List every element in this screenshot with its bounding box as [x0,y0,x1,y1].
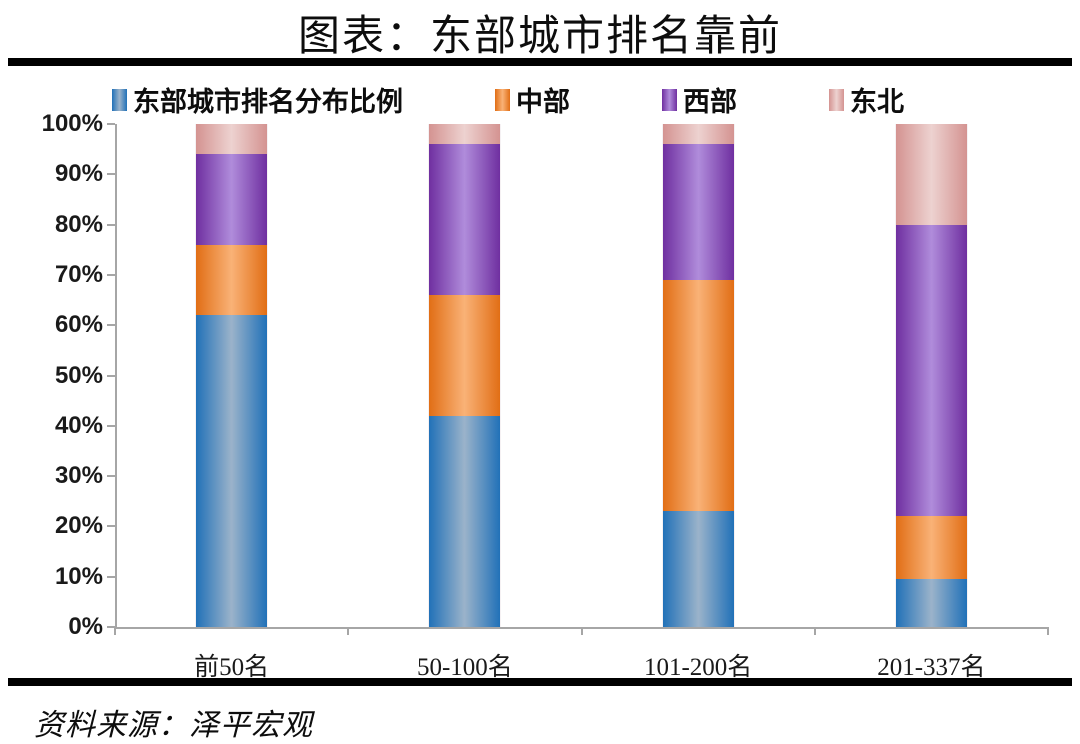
x-tick [114,627,116,635]
y-tick-label: 100% [41,110,103,137]
x-tick-label: 101-200名 [643,654,753,681]
y-tick [107,273,115,276]
y-tick-label: 30% [54,462,103,490]
legend-label-west: 西部 [683,87,737,117]
x-tick-label: 201-337名 [877,654,986,681]
x-tick [580,627,583,635]
bar-segment-northeast [428,124,502,145]
bar-column-2 [661,124,735,627]
legend-swatch-northeast [829,88,844,111]
source-note: 资料来源：泽平宏观 [34,709,313,742]
bar-column-1 [428,124,502,627]
legend-swatch-east [112,88,127,111]
y-tick-label: 60% [54,311,103,339]
legend-label-east: 东部城市排名分布比例 [133,87,403,117]
y-tick [107,223,115,226]
bottom-divider [8,678,1072,686]
y-tick-label: 0% [68,613,103,640]
legend-item-central: 中部 [495,80,570,119]
bar-segment-east [894,579,968,627]
bar-column-0 [195,124,269,627]
x-tick-label: 前50名 [194,654,270,681]
legend-item-east: 东部城市排名分布比例 [112,80,403,119]
y-axis [115,124,117,629]
y-tick [107,374,115,377]
legend-label-northeast: 东北 [850,87,904,117]
y-tick [107,173,115,176]
legend-item-northeast: 东北 [829,80,904,119]
bar-segment-northeast [661,124,735,145]
bar-segment-central [428,295,502,416]
chart-title: 图表：东部城市排名靠前 [297,14,782,60]
bar-segment-northeast [894,124,968,225]
x-tick-label: 50-100名 [416,654,513,681]
bar-column-3 [894,124,968,627]
y-tick [107,324,115,327]
x-tick [813,627,816,635]
bar-segment-west [428,144,502,296]
legend: 东部城市排名分布比例 中部 西部 东北 [112,80,904,119]
bar-segment-east [661,511,735,627]
x-tick [1047,627,1049,635]
bar-segment-northeast [195,124,269,155]
y-tick-label: 40% [54,411,103,439]
y-tick [107,626,115,628]
bar-segment-east [195,315,269,627]
legend-label-central: 中部 [516,87,570,117]
y-tick [107,424,115,427]
bar-segment-west [195,154,269,245]
y-tick-label: 10% [54,562,103,590]
bar-segment-central [661,279,735,512]
bar-segment-central [195,244,269,316]
y-tick-label: 90% [54,160,103,188]
bar-segment-west [661,144,735,280]
bar-segment-east [428,415,502,627]
y-tick [107,475,115,478]
x-tick [347,627,350,635]
y-tick [107,525,115,528]
y-tick-label: 80% [54,210,103,238]
top-divider [8,58,1072,66]
y-tick-label: 70% [54,260,103,288]
y-tick-label: 50% [54,361,103,389]
bar-segment-central [894,516,968,580]
legend-swatch-west [662,88,677,111]
y-tick [107,575,115,578]
bar-segment-west [894,224,968,517]
legend-swatch-central [495,88,510,111]
y-tick-label: 20% [54,512,103,540]
y-tick [107,123,115,125]
legend-item-west: 西部 [662,80,737,119]
